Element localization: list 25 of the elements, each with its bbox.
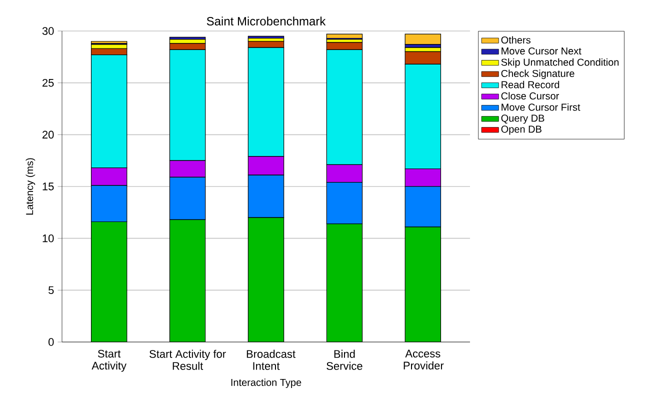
legend-label: Others bbox=[501, 36, 530, 44]
legend-label: Read Record bbox=[502, 80, 560, 88]
x-tick-label: Broadcast Intent bbox=[246, 350, 296, 370]
legend-label: Query DB bbox=[501, 114, 544, 124]
legend-label: Move Cursor Next bbox=[502, 47, 582, 55]
x-tick-label: Start Activity bbox=[92, 350, 126, 372]
bar bbox=[404, 34, 442, 45]
x-tick-label: Access Provider bbox=[404, 350, 444, 370]
legend-label: Open DB bbox=[501, 126, 542, 135]
legend-label: Skip Unmatched Condition bbox=[501, 58, 619, 68]
y-tick-label: 5 bbox=[48, 286, 54, 294]
x-tick-label: Bind Service bbox=[326, 350, 362, 370]
y-axis-title: Latency (ms) bbox=[26, 158, 36, 215]
x-tick-label: Start Activity for Result bbox=[150, 350, 226, 370]
legend-label: Close Cursor bbox=[501, 92, 559, 100]
y-tick-label: 10 bbox=[42, 234, 54, 242]
y-tick-label: 20 bbox=[42, 130, 54, 139]
x-axis-title: Interaction Type bbox=[231, 378, 302, 388]
legend-label: Check Signature bbox=[501, 70, 574, 79]
y-tick-label: 0 bbox=[48, 338, 54, 346]
y-tick-label: 15 bbox=[42, 182, 54, 190]
y-tick-label: 30 bbox=[42, 27, 54, 35]
legend-label: Move Cursor First bbox=[502, 103, 580, 111]
chart-title: Saint Microbenchmark bbox=[206, 16, 326, 26]
y-tick-label: 25 bbox=[42, 78, 54, 87]
